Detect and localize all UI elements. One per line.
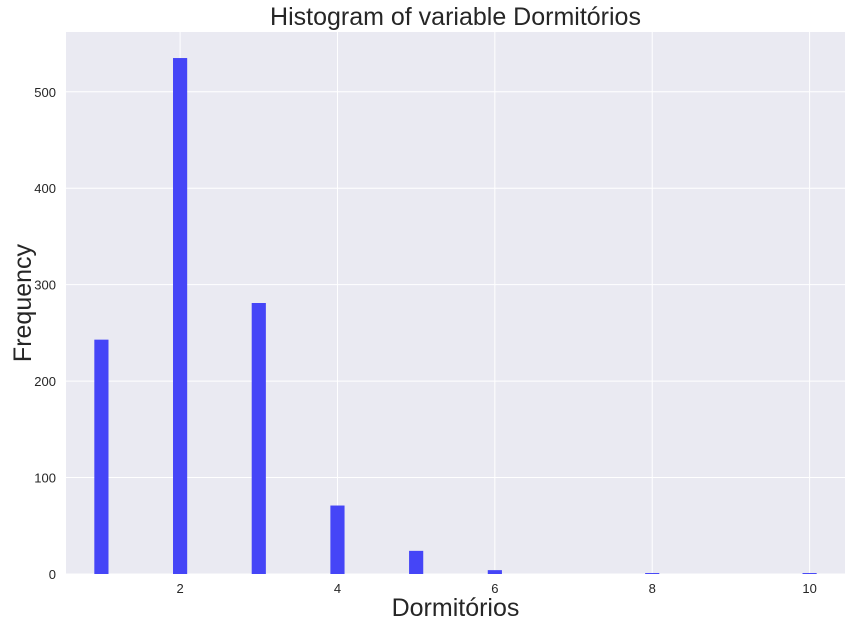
x-tick-label: 6 xyxy=(491,581,498,596)
bars xyxy=(94,58,817,575)
x-tick-label: 4 xyxy=(334,581,341,596)
y-tick-labels: 0 100 200 300 400 500 xyxy=(34,85,56,582)
histogram-bar xyxy=(251,303,266,574)
y-tick-label: 400 xyxy=(34,181,56,196)
histogram-bar xyxy=(645,573,660,574)
histogram-bar xyxy=(802,573,817,574)
x-tick-label: 2 xyxy=(176,581,183,596)
x-tick-labels: 2 4 6 8 10 xyxy=(176,581,816,596)
plot-area xyxy=(66,32,845,574)
x-tick-label: 8 xyxy=(649,581,656,596)
x-axis-label: Dormitórios xyxy=(392,594,520,622)
y-tick-label: 100 xyxy=(34,471,56,486)
y-tick-label: 500 xyxy=(34,85,56,100)
y-axis-label: Frequency xyxy=(9,243,37,362)
y-tick-label: 200 xyxy=(34,374,56,389)
histogram-bar xyxy=(487,570,502,574)
histogram-bar xyxy=(94,339,109,574)
histogram-bar xyxy=(330,505,345,574)
histogram-bar xyxy=(409,550,424,574)
y-tick-label: 300 xyxy=(34,278,56,293)
chart-title: Histogram of variable Dormitórios xyxy=(270,3,641,31)
y-tick-label: 0 xyxy=(49,567,56,582)
histogram-bar xyxy=(173,58,188,575)
grid-lines xyxy=(66,32,845,575)
x-tick-label: 10 xyxy=(802,581,816,596)
